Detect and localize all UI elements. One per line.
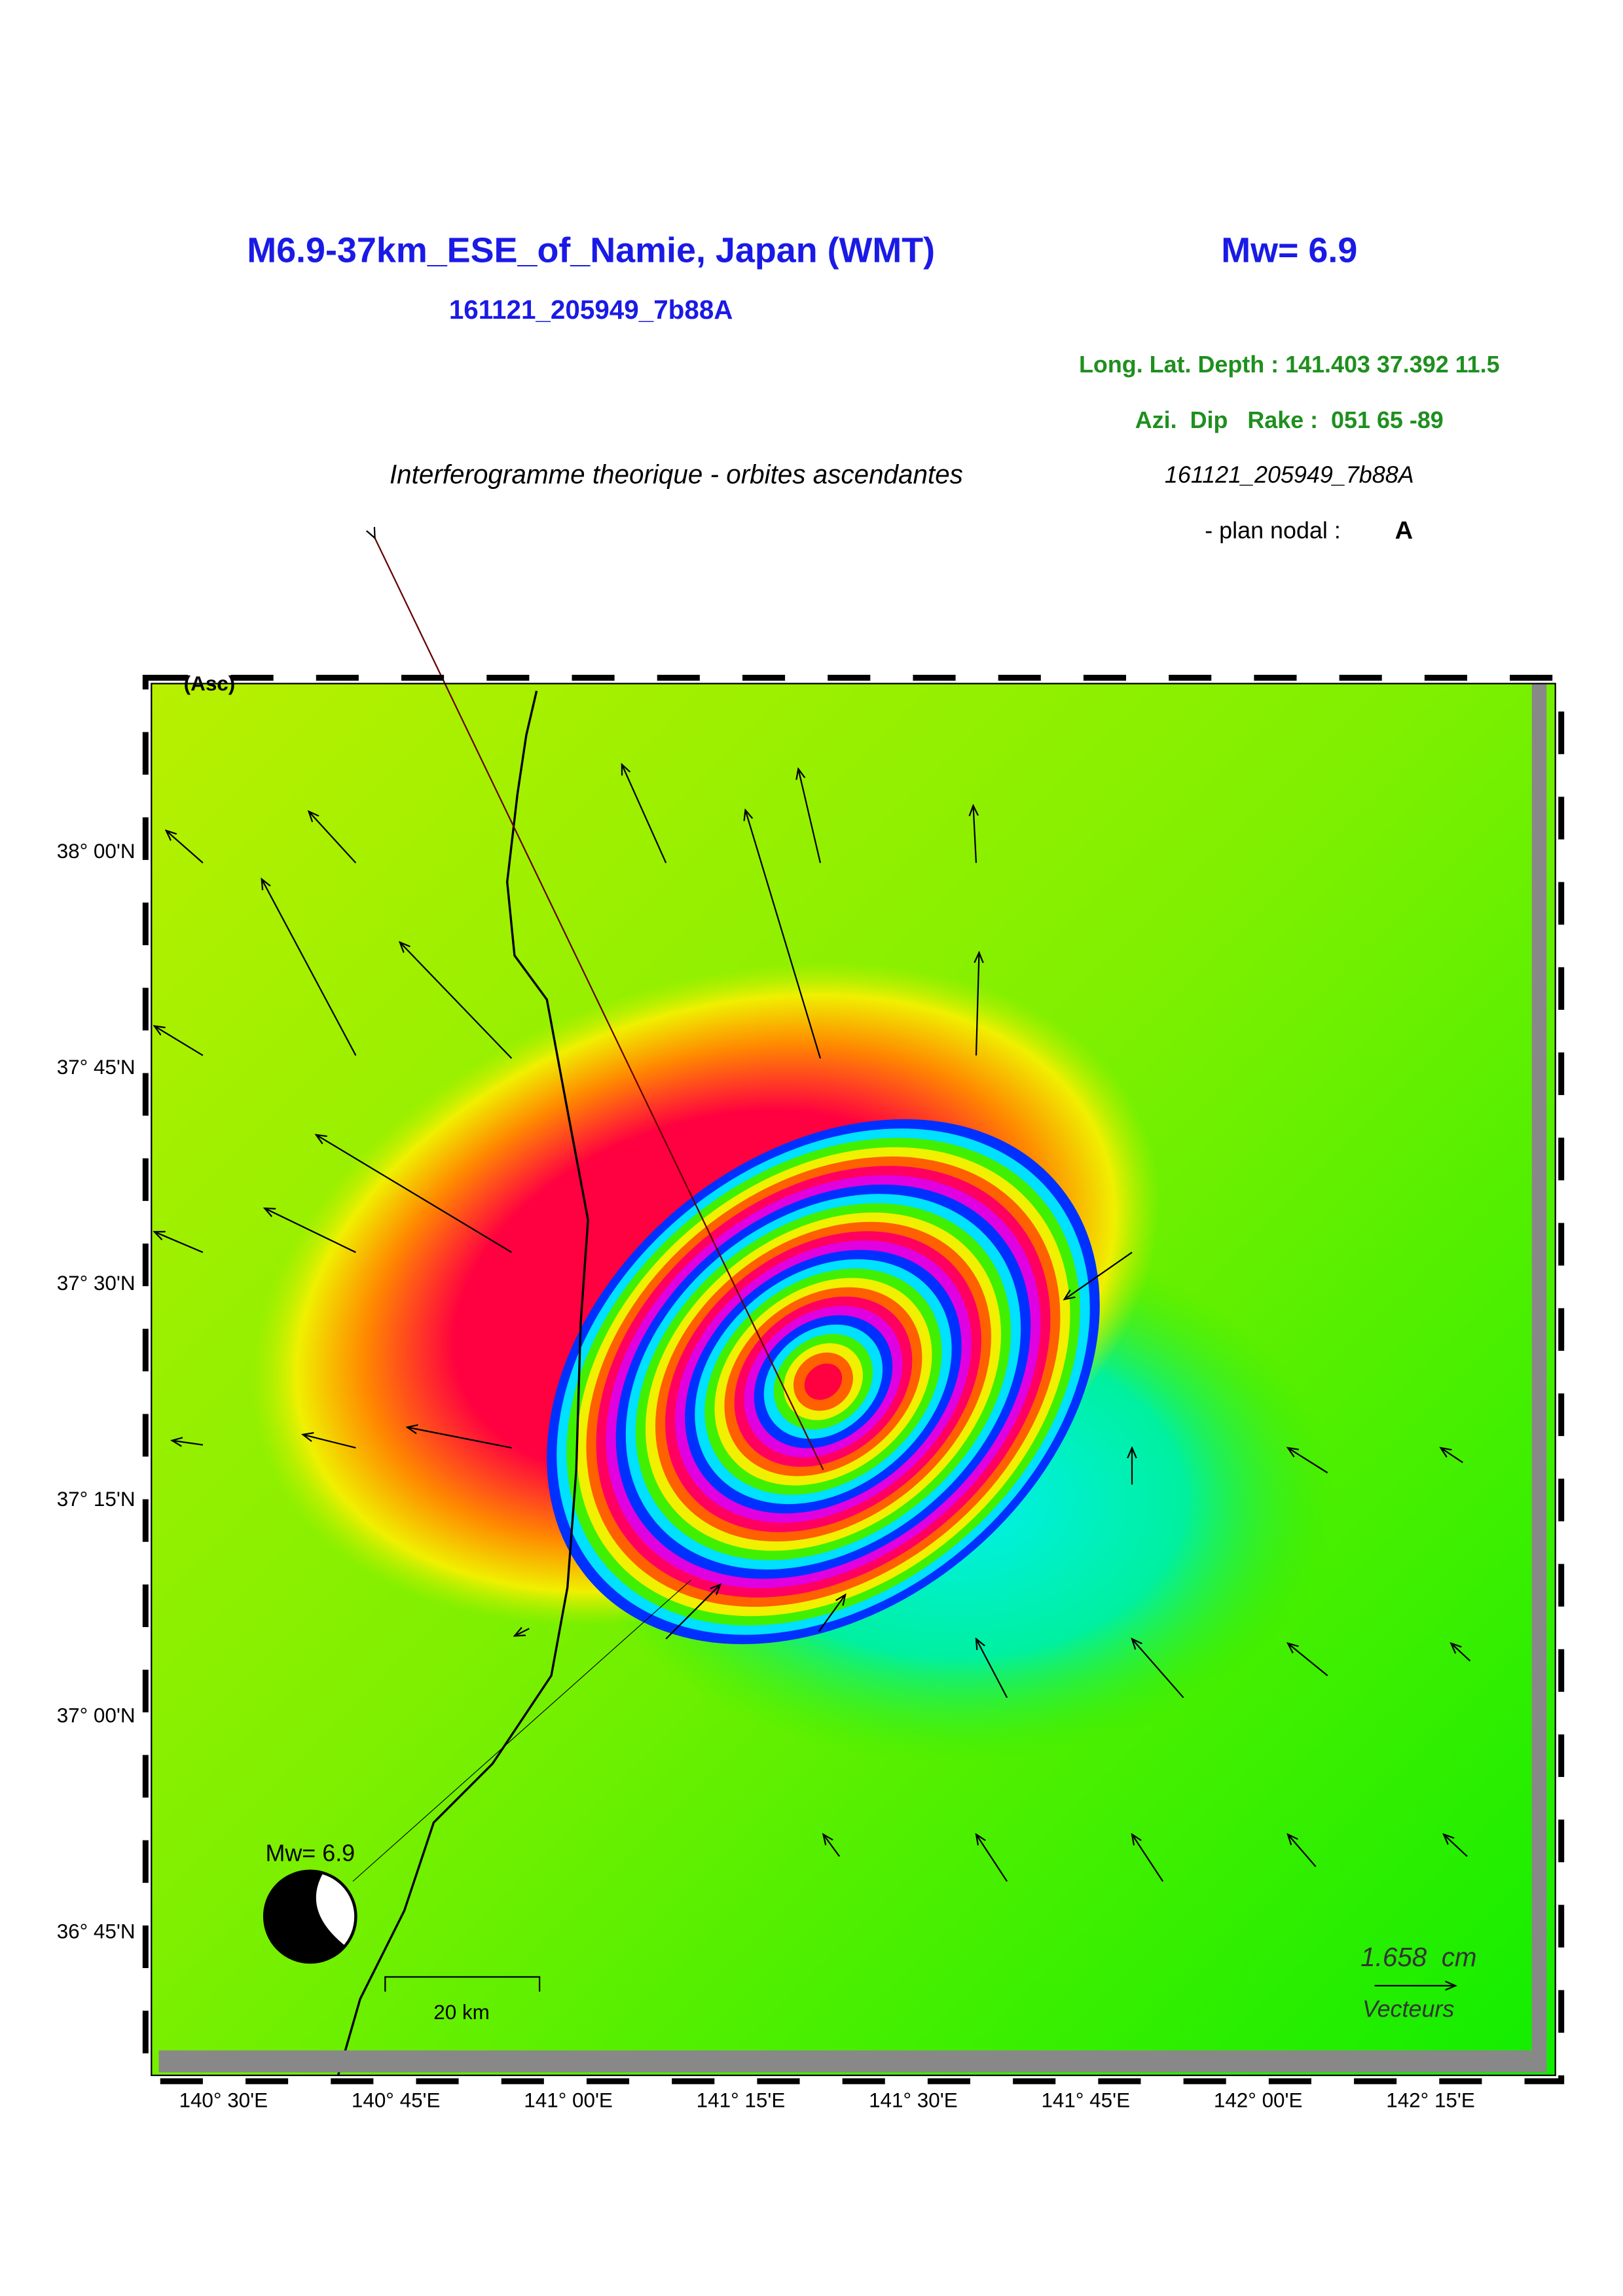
fringe bbox=[763, 1324, 883, 1439]
vector bbox=[976, 1835, 1008, 1882]
lat-label: 37° 30'N bbox=[57, 1272, 136, 1295]
fringe bbox=[704, 1268, 942, 1495]
scale-label: 20 km bbox=[433, 2001, 490, 2024]
lon-label: 141° 00'E bbox=[524, 2089, 613, 2112]
fringe bbox=[635, 1203, 1012, 1560]
vector bbox=[798, 769, 822, 863]
fringe bbox=[754, 1315, 893, 1448]
event-id: 161121_205949_7b88A bbox=[449, 295, 733, 325]
coastline bbox=[337, 691, 589, 2075]
vector bbox=[622, 764, 667, 863]
vector bbox=[309, 812, 357, 864]
fringe bbox=[744, 1306, 903, 1458]
vector bbox=[1132, 1639, 1184, 1698]
vectors bbox=[155, 764, 1471, 1882]
lon-label: 142° 00'E bbox=[1214, 2089, 1303, 2112]
slip-arrow bbox=[375, 538, 824, 1471]
fringe bbox=[586, 1157, 1061, 1607]
vector bbox=[1451, 1643, 1471, 1662]
fringe bbox=[576, 1147, 1070, 1617]
vector bbox=[303, 1435, 356, 1449]
fringe bbox=[724, 1287, 922, 1477]
vector bbox=[1132, 1835, 1164, 1882]
map-frame-ticks bbox=[142, 674, 1565, 2085]
vector bbox=[172, 1441, 204, 1445]
fringe bbox=[596, 1166, 1051, 1598]
lon-label: 140° 45'E bbox=[352, 2089, 441, 2112]
fringe bbox=[547, 1119, 1100, 1645]
vector bbox=[407, 1427, 512, 1449]
fringe bbox=[734, 1297, 913, 1467]
vector-scale: 1.658 cm bbox=[1360, 1942, 1476, 1972]
fringe bbox=[655, 1221, 991, 1542]
beachball-label: Mw= 6.9 bbox=[265, 1840, 355, 1867]
lon-label: 141° 15'E bbox=[697, 2089, 786, 2112]
fringe bbox=[773, 1334, 873, 1430]
title: M6.9-37km_ESE_of_Namie, Japan (WMT) bbox=[247, 231, 935, 270]
fringe bbox=[645, 1212, 1001, 1551]
beachball-quadrant bbox=[263, 1870, 346, 1963]
gray-strip bbox=[1531, 683, 1547, 2073]
vector bbox=[1065, 1251, 1133, 1299]
fringe bbox=[556, 1128, 1090, 1635]
fringe bbox=[695, 1259, 952, 1505]
vector bbox=[166, 831, 204, 864]
vector bbox=[515, 1628, 530, 1636]
fringe bbox=[685, 1249, 962, 1514]
vector bbox=[974, 806, 976, 863]
vector bbox=[1288, 1448, 1328, 1474]
vector bbox=[976, 952, 979, 1056]
lat-label: 37° 45'N bbox=[57, 1056, 136, 1079]
fringe bbox=[566, 1138, 1080, 1626]
fringe bbox=[783, 1343, 864, 1420]
vector-label: Vecteurs bbox=[1362, 1996, 1454, 2022]
lon-label: 141° 45'E bbox=[1041, 2089, 1130, 2112]
lon-label: 142° 15'E bbox=[1386, 2089, 1475, 2112]
magnitude: Mw= 6.9 bbox=[1221, 231, 1357, 270]
lat-label: 37° 00'N bbox=[57, 1704, 136, 1727]
map-frame bbox=[151, 683, 1556, 2077]
vector bbox=[262, 879, 357, 1056]
subtitle: Interferogramme theorique - orbites asce… bbox=[390, 459, 963, 489]
fringes bbox=[547, 1119, 1100, 1645]
fringe bbox=[675, 1240, 972, 1523]
vector bbox=[155, 1026, 204, 1056]
event-id-2: 161121_205949_7b88A bbox=[1165, 461, 1414, 488]
leader-line bbox=[352, 1579, 691, 1882]
lon-label: 140° 30'E bbox=[179, 2089, 268, 2112]
fringe bbox=[714, 1278, 932, 1486]
vector bbox=[316, 1135, 513, 1253]
vector bbox=[976, 1639, 1008, 1698]
vector bbox=[1288, 1835, 1317, 1867]
fringe bbox=[793, 1352, 853, 1411]
vector bbox=[823, 1835, 841, 1857]
fringe bbox=[606, 1175, 1041, 1588]
location: Long. Lat. Depth : 141.403 37.392 11.5 bbox=[1079, 351, 1500, 378]
axis-labels: 38° 00'N 37° 45'N 37° 30'N 37° 15'N 37° 00'N… bbox=[57, 840, 1475, 2112]
vector bbox=[818, 1595, 845, 1632]
map-area bbox=[151, 683, 1556, 2075]
vector bbox=[745, 810, 822, 1059]
scale-bar bbox=[384, 1976, 541, 1992]
orbit: (Asc) bbox=[184, 672, 236, 695]
vector bbox=[1441, 1448, 1463, 1463]
plan-nodal-label: - plan nodal : bbox=[1205, 517, 1341, 544]
vector bbox=[155, 1232, 204, 1253]
lat-label: 37° 15'N bbox=[57, 1488, 136, 1511]
gray-strip bbox=[158, 2050, 1532, 2073]
lat-label: 38° 00'N bbox=[57, 840, 136, 863]
fringe bbox=[665, 1231, 981, 1532]
lat-label: 36° 45'N bbox=[57, 1920, 136, 1943]
mechanism: Azi. Dip Rake : 051 65 -89 bbox=[1135, 406, 1444, 433]
vector bbox=[1444, 1835, 1468, 1857]
lon-label: 141° 30'E bbox=[869, 2089, 958, 2112]
vector bbox=[400, 942, 513, 1059]
vector bbox=[1288, 1643, 1328, 1676]
vector bbox=[264, 1208, 356, 1253]
vector bbox=[665, 1585, 720, 1640]
fringe bbox=[615, 1184, 1031, 1579]
plan-nodal-value: A bbox=[1395, 516, 1413, 545]
